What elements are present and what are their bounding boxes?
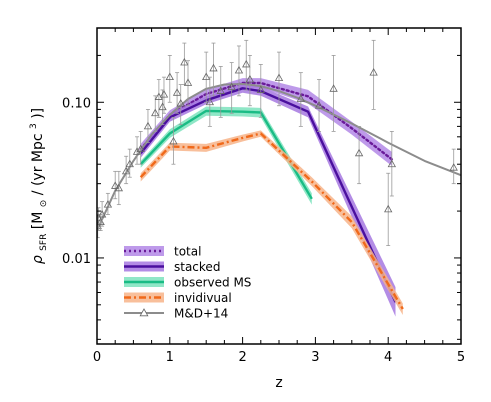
y-tick-label: 0.10 (62, 96, 91, 111)
observation-point (387, 130, 397, 197)
legend-entry: M&D+14 (124, 307, 228, 321)
x-tick-label: 2 (238, 350, 246, 365)
y-axis-msun-sub: ⊙ (39, 200, 49, 208)
series-observed-ms (139, 106, 313, 205)
legend-triangle-marker (139, 308, 149, 317)
legend-label: total (174, 245, 201, 259)
series-band (140, 106, 312, 205)
series-m-d-14 (97, 83, 461, 231)
legend-label: observed MS (174, 276, 251, 290)
observation-point (159, 76, 169, 114)
observation-point (169, 116, 178, 165)
observation-point (245, 55, 255, 107)
observation-point (165, 55, 174, 103)
legend-label: invidivual (174, 291, 232, 305)
observation-point (384, 172, 393, 247)
legend-entry: stacked (124, 260, 220, 274)
x-tick-label: 3 (311, 350, 319, 365)
observation-point (256, 64, 265, 118)
observation-point (274, 51, 284, 107)
observation-point (314, 79, 324, 132)
observation-point (103, 192, 113, 215)
observation-point (183, 60, 193, 107)
legend-entry: total (124, 245, 201, 259)
observation-point (97, 201, 107, 227)
legend-entry: observed MS (124, 276, 251, 290)
series-band (140, 84, 396, 317)
legend-entry: invidivual (124, 291, 232, 305)
observation-point (216, 65, 225, 118)
series-band (140, 130, 403, 315)
observation-point (209, 42, 218, 97)
observation-point (176, 84, 185, 125)
observation-point (111, 170, 120, 200)
series-line (139, 109, 313, 200)
y-tick-label: 0.01 (62, 252, 91, 267)
series-invidivual (139, 130, 404, 315)
legend-label: M&D+14 (174, 307, 228, 321)
x-tick-label: 0 (93, 350, 101, 365)
observations (97, 39, 458, 247)
observation-point (329, 55, 338, 132)
series-line (139, 87, 397, 303)
observation-point (369, 39, 378, 110)
observation-point (180, 42, 189, 85)
y-axis-middle: / (yr Mpc (30, 133, 46, 195)
axis-ticks: 0 1 2 3 4 5 0.01 0.10 (62, 28, 465, 365)
x-axis-title: z (275, 375, 282, 391)
observation-point (125, 148, 134, 178)
series-stacked (139, 84, 397, 317)
plot-area (97, 78, 461, 317)
observation-point (114, 170, 124, 206)
observation-point (449, 148, 458, 185)
x-tick-label: 5 (457, 350, 465, 365)
x-tick-label: 4 (384, 350, 392, 365)
observation-point (234, 45, 244, 97)
legend-label: stacked (174, 260, 220, 274)
series-line (139, 132, 404, 310)
observation-point (121, 155, 131, 185)
y-axis-title: ρ SFR [M ⊙ / (yr Mpc 3 )] (24, 108, 50, 264)
y-axis-prefix: [M (30, 212, 46, 230)
observation-point (143, 108, 153, 144)
observation-point (227, 62, 236, 114)
observation-point (136, 130, 145, 165)
y-axis-suffix: )] (30, 108, 46, 119)
y-axis-rho: ρ (30, 255, 46, 264)
y-axis-exp: 3 (29, 123, 39, 129)
observation-point (205, 76, 215, 127)
series-line (97, 83, 461, 231)
observation-point (354, 125, 364, 185)
x-tick-label: 1 (166, 350, 174, 365)
y-axis-rho-sub: SFR (39, 234, 49, 251)
observation-point (151, 95, 160, 132)
observation-point (296, 72, 306, 127)
